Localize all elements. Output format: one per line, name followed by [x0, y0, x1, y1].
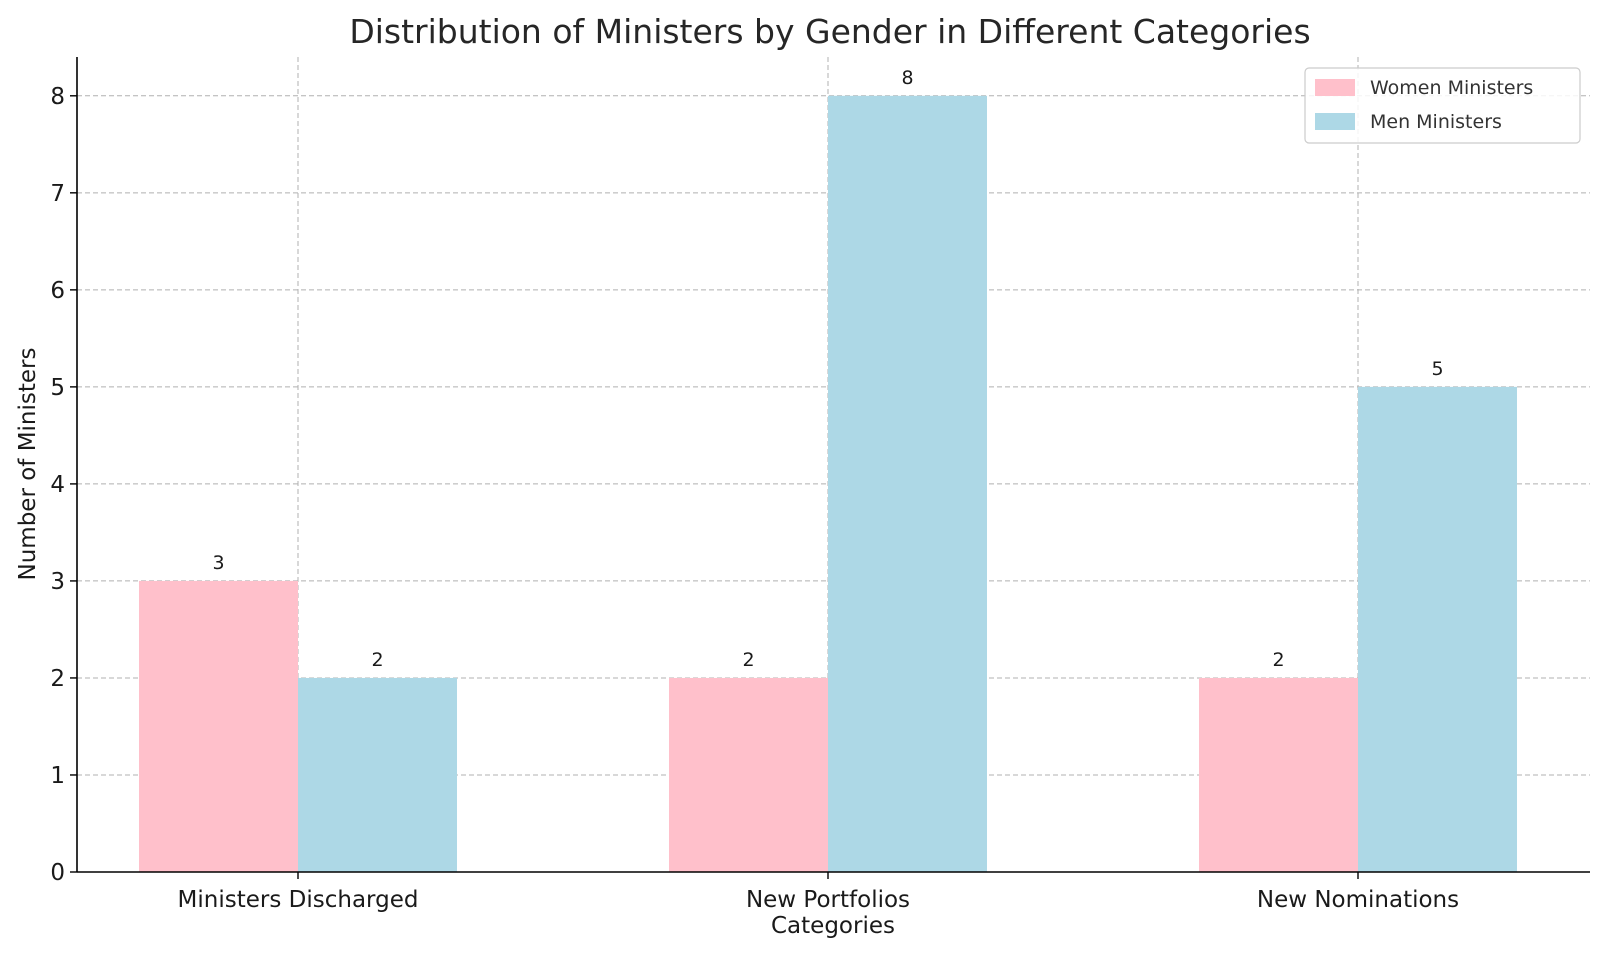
bar-men-0 [298, 677, 457, 872]
x-tick-label-1: New Portfolios [746, 887, 910, 913]
data-label-women-0: 3 [212, 552, 224, 574]
x-tick-label-0: Ministers Discharged [178, 887, 419, 913]
data-label-men-2: 5 [1431, 358, 1443, 380]
legend-swatch-men [1315, 113, 1355, 130]
y-tick-label-4: 4 [50, 472, 65, 498]
data-label-women-1: 2 [742, 649, 754, 671]
x-tick-label-2: New Nominations [1257, 887, 1459, 913]
bars-group [139, 95, 1517, 873]
y-tick-label-6: 6 [50, 278, 65, 304]
legend: Women Ministers Men Ministers [1304, 67, 1581, 144]
data-label-men-1: 8 [901, 67, 913, 89]
bar-women-0 [139, 580, 298, 872]
x-ticks-group: Ministers Discharged New Portfolios New No… [178, 872, 1459, 913]
data-label-women-2: 2 [1272, 649, 1284, 671]
legend-label-women: Women Ministers [1370, 77, 1533, 99]
legend-label-men: Men Ministers [1370, 111, 1502, 133]
bar-women-1 [669, 677, 828, 872]
y-tick-label-0: 0 [50, 860, 65, 886]
legend-frame [1304, 67, 1581, 144]
data-labels-group: 3 2 2 2 8 5 [212, 67, 1443, 671]
y-tick-label-1: 1 [50, 763, 65, 789]
data-label-men-0: 2 [371, 649, 383, 671]
chart-title: Distribution of Ministers by Gender in D… [349, 12, 1310, 51]
bar-men-1 [828, 95, 987, 873]
y-ticks-group: 0 1 2 3 4 5 6 7 8 [50, 84, 77, 886]
bar-men-2 [1358, 386, 1517, 872]
y-tick-label-8: 8 [50, 84, 65, 110]
y-axis-label: Number of Ministers [15, 348, 41, 581]
y-tick-label-5: 5 [50, 375, 65, 401]
bar-women-2 [1199, 677, 1358, 872]
x-axis-label: Categories [771, 913, 895, 939]
y-tick-label-2: 2 [50, 666, 65, 692]
legend-swatch-women [1315, 79, 1355, 96]
y-tick-label-7: 7 [50, 181, 65, 207]
y-tick-label-3: 3 [50, 569, 65, 595]
